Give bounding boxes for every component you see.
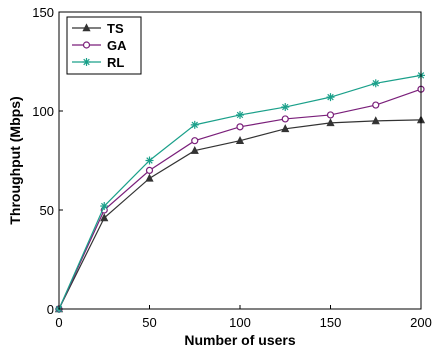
x-axis: 0 50 100 150 200 (55, 305, 432, 330)
data-point-rl (371, 79, 380, 88)
series-line-ga (58, 88, 422, 310)
data-point-rl (236, 110, 244, 119)
x-tick-label: 150 (320, 315, 342, 330)
legend-item-rl: RL (72, 55, 124, 70)
data-point-rl (326, 93, 335, 102)
data-point-ts (190, 145, 199, 154)
data-point-ts (145, 173, 154, 182)
data-point-ts (371, 116, 380, 125)
data-point-rl (100, 202, 109, 211)
data-point-rl (145, 156, 154, 165)
data-point-ga (191, 137, 199, 145)
legend-marker-ga (82, 41, 91, 49)
series-line-rl (58, 74, 422, 310)
data-point-ts (326, 118, 335, 127)
legend-item-ga: GA (72, 38, 127, 53)
data-point-ga (372, 101, 380, 109)
data-point-rl (281, 103, 290, 112)
y-tick-label: 100 (32, 104, 54, 119)
data-point-ga (236, 123, 244, 131)
series-rl (55, 71, 425, 313)
plot-marks (54, 71, 426, 313)
legend-marker-ts (82, 23, 91, 32)
x-tick-label: 50 (142, 315, 156, 330)
legend-label-ga: GA (107, 38, 127, 53)
data-point-ts (281, 124, 290, 133)
series-line-ts (58, 119, 422, 310)
data-point-ga (145, 166, 154, 174)
x-axis-title: Number of users (184, 332, 295, 348)
data-point-rl (190, 120, 199, 129)
y-tick-label: 0 (47, 302, 54, 317)
legend-item-ts: TS (72, 21, 124, 36)
data-point-ts (235, 136, 245, 144)
y-axis-title: Throughput (Mbps) (7, 96, 23, 224)
data-point-ga (281, 115, 289, 123)
legend: TS GA RL (66, 16, 142, 75)
data-point-ga (326, 111, 335, 119)
y-tick-label: 150 (32, 5, 54, 20)
data-point-ts (100, 213, 109, 222)
x-tick-label: 100 (229, 315, 251, 330)
legend-label-ts: TS (107, 21, 124, 36)
y-tick-label: 50 (40, 203, 54, 218)
x-tick-label: 200 (410, 315, 432, 330)
y-axis: 0 50 100 150 (32, 5, 63, 317)
legend-marker-rl (82, 58, 91, 66)
x-tick-label: 0 (55, 315, 62, 330)
series-ts (54, 115, 426, 313)
legend-label-rl: RL (107, 55, 124, 70)
